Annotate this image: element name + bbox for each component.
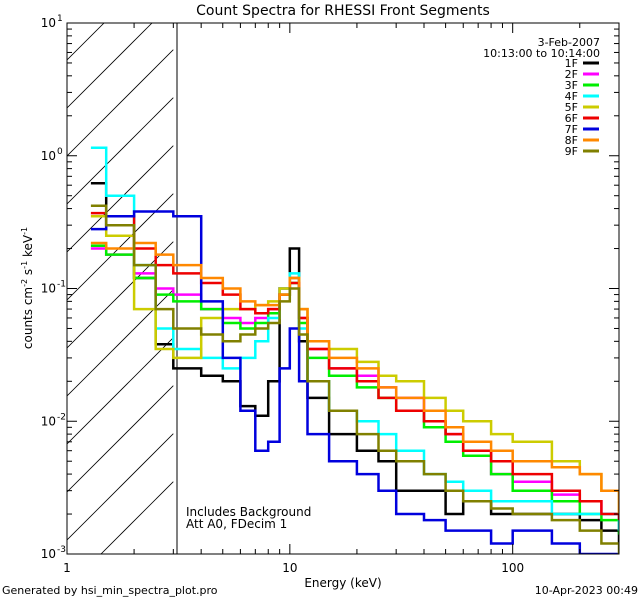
x-tick-label: 100	[501, 561, 524, 575]
y-tick-exponent: 1	[57, 14, 63, 24]
hatch-line	[67, 385, 174, 493]
hatch-line	[67, 23, 105, 61]
y-label-exp: -1	[20, 227, 29, 235]
hatch-line	[67, 23, 153, 109]
hatch-line	[67, 145, 174, 253]
annotation-background: Includes Background	[186, 505, 311, 519]
x-tick-label: 10	[282, 561, 297, 575]
x-axis-label: Energy (keV)	[304, 576, 381, 590]
legend: 3-Feb-2007 10:13:00 to 10:14:00 1F2F3F4F…	[483, 36, 600, 158]
chart-title: Count Spectra for RHESSI Front Segments	[196, 3, 490, 19]
y-tick-label: 10	[41, 16, 56, 30]
y-label-exp: -1	[20, 261, 29, 269]
hatch-line	[67, 337, 174, 445]
series-5f	[90, 215, 619, 514]
hatch-line	[100, 481, 174, 554]
series-1f	[90, 182, 619, 544]
hatch-line	[67, 49, 174, 157]
hatch-line	[67, 97, 174, 205]
hatch-line	[67, 193, 174, 301]
legend-label-5f: 5F	[565, 101, 578, 114]
y-tick-exponent: -1	[57, 280, 66, 290]
y-tick-label: 10	[41, 282, 56, 296]
legend-label-7f: 7F	[565, 123, 578, 136]
series-7f	[90, 210, 619, 554]
y-tick-label: 10	[41, 414, 56, 428]
series-6f	[90, 211, 619, 521]
footer-timestamp: 10-Apr-2023 00:49	[535, 584, 638, 597]
footer-generated-by: Generated by hsi_min_spectra_plot.pro	[2, 584, 218, 597]
legend-label-1f: 1F	[565, 57, 578, 70]
y-label-part: keV	[21, 234, 35, 261]
y-tick-exponent: -2	[57, 412, 66, 422]
series-layer	[90, 146, 619, 554]
legend-time-range: 10:13:00 to 10:14:00	[483, 47, 600, 60]
series-2f	[90, 247, 619, 531]
y-tick-label: 10	[41, 149, 56, 163]
series-4f	[90, 146, 619, 531]
annotation-attenuator: Att A0, FDecim 1	[186, 517, 287, 531]
legend-label-6f: 6F	[565, 112, 578, 125]
legend-label-4f: 4F	[565, 90, 578, 103]
y-axis-label: counts cm-2 s-1 keV-1	[20, 227, 35, 349]
legend-label-9f: 9F	[565, 145, 578, 158]
legend-label-3f: 3F	[565, 79, 578, 92]
legend-label-8f: 8F	[565, 134, 578, 147]
y-tick-label: 10	[41, 547, 56, 561]
y-label-exp: -2	[20, 279, 29, 287]
hatch-line	[67, 433, 174, 541]
x-tick-label: 1	[63, 561, 71, 575]
hatch-line	[67, 289, 174, 397]
legend-label-2f: 2F	[565, 68, 578, 81]
series-9f	[90, 204, 619, 554]
y-tick-exponent: -3	[57, 545, 66, 555]
legend-date: 3-Feb-2007	[538, 36, 600, 49]
y-tick-exponent: 0	[57, 147, 63, 157]
hatched-region	[67, 23, 178, 554]
y-label-part: counts cm	[21, 287, 35, 349]
series-8f	[90, 241, 619, 514]
y-label-part: s	[21, 269, 35, 279]
